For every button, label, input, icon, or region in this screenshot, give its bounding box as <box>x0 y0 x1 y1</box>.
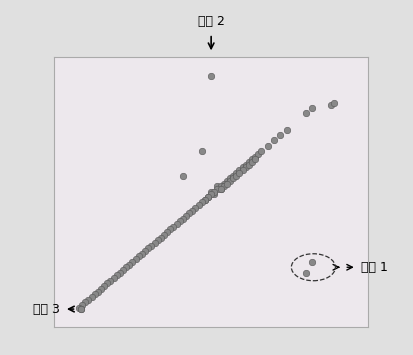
Point <box>151 240 157 246</box>
Point <box>308 105 314 111</box>
Text: 样本 1: 样本 1 <box>360 261 387 274</box>
Point <box>226 178 233 184</box>
Point <box>211 192 217 197</box>
Point <box>182 213 189 219</box>
Point <box>248 159 255 165</box>
Point <box>235 170 242 176</box>
Point <box>242 165 249 170</box>
Point <box>245 162 252 168</box>
Point <box>179 173 186 178</box>
Point <box>301 111 308 116</box>
Point <box>91 291 98 297</box>
Point <box>251 154 258 159</box>
Point <box>204 194 211 200</box>
Point <box>226 175 233 181</box>
Point <box>201 197 208 203</box>
Point <box>101 283 107 289</box>
Point <box>119 267 126 273</box>
Point <box>104 280 110 286</box>
Point <box>258 148 264 154</box>
Point <box>276 132 283 138</box>
Point <box>145 246 151 251</box>
Point <box>204 194 211 200</box>
Point <box>88 294 95 300</box>
Point <box>160 232 167 238</box>
Point <box>233 170 239 176</box>
Point <box>233 173 239 178</box>
Point <box>198 200 204 205</box>
Point <box>97 286 104 292</box>
Point <box>170 224 176 230</box>
Point <box>223 181 230 186</box>
Point <box>166 226 173 232</box>
Point <box>113 273 120 278</box>
Point <box>164 229 170 235</box>
Point <box>77 306 84 312</box>
Point <box>207 189 214 195</box>
Point <box>330 100 336 105</box>
Point <box>239 167 245 173</box>
Point <box>264 143 271 149</box>
Point <box>110 275 116 281</box>
Point <box>185 211 192 216</box>
Point <box>176 219 183 224</box>
Point <box>217 186 223 192</box>
Point <box>148 243 154 248</box>
Point <box>245 159 252 165</box>
Point <box>270 138 277 143</box>
Point <box>135 253 142 259</box>
Point <box>76 305 82 311</box>
Point <box>157 235 164 240</box>
Point <box>77 306 84 312</box>
Point <box>207 73 214 78</box>
Point <box>220 181 226 186</box>
Point <box>82 300 88 305</box>
Point <box>141 248 148 254</box>
Point <box>138 251 145 257</box>
Point <box>107 278 114 284</box>
Point <box>198 148 204 154</box>
Point <box>201 197 208 203</box>
Point <box>129 259 135 265</box>
Point <box>85 297 92 302</box>
Point <box>195 202 202 208</box>
Point <box>78 302 85 308</box>
Text: 样本 2: 样本 2 <box>197 15 224 28</box>
Point <box>327 103 333 108</box>
Point <box>94 289 101 294</box>
Point <box>179 216 186 222</box>
Point <box>214 184 220 189</box>
Point <box>214 186 220 192</box>
Point <box>242 162 249 168</box>
Point <box>235 167 242 173</box>
Point <box>173 221 179 227</box>
Point <box>301 270 308 275</box>
Point <box>188 208 195 213</box>
Point <box>254 151 261 157</box>
Point <box>308 259 314 265</box>
Point <box>248 157 255 162</box>
Point <box>192 205 198 211</box>
Point <box>217 184 223 189</box>
Point <box>251 157 258 162</box>
Point <box>217 186 223 192</box>
Point <box>220 184 226 189</box>
Text: 样本 3: 样本 3 <box>33 302 60 316</box>
Point <box>223 178 230 184</box>
Point <box>229 175 236 181</box>
Point <box>207 192 214 197</box>
Point <box>239 165 245 170</box>
Point <box>211 189 217 195</box>
Point <box>282 127 289 132</box>
Point <box>116 270 123 275</box>
Point <box>229 173 236 178</box>
Point <box>123 264 129 270</box>
Point <box>132 256 139 262</box>
Point <box>154 237 161 243</box>
Point <box>126 262 132 267</box>
